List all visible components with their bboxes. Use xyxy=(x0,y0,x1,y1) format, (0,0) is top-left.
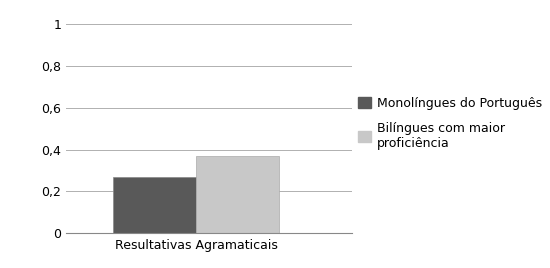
Bar xyxy=(113,177,196,233)
Bar xyxy=(196,156,279,233)
Legend: Monolíngues do Português, Bilíngues com maior
proficiência: Monolíngues do Português, Bilíngues com … xyxy=(354,93,546,154)
